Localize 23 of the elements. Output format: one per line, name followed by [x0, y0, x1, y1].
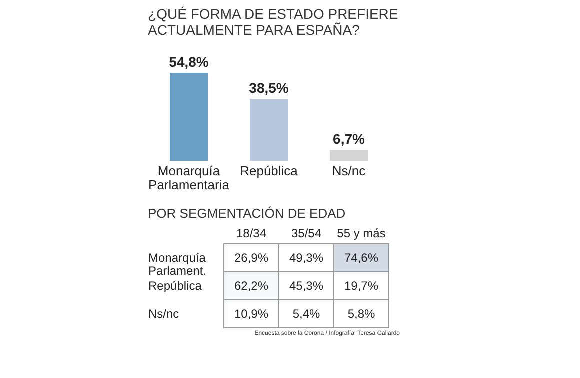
data-label: 10,9% — [234, 307, 269, 321]
data-label: 62,2% — [234, 279, 269, 293]
x-tick-label: Monarquía Parlamentaria — [148, 164, 230, 192]
x-tick-label: 55 y más — [337, 226, 386, 240]
data-label: 19,7% — [344, 279, 379, 293]
x-tick-label: República — [240, 164, 299, 178]
y-tick-label: Ns/nc — [148, 307, 180, 321]
data-label: 6,7% — [333, 131, 366, 148]
data-label: 54,8% — [169, 54, 210, 70]
x-tick-label: 18/34 — [236, 226, 267, 240]
data-label: 45,3% — [289, 279, 324, 293]
y-tick-label: Monarquía Parlament. — [148, 251, 207, 278]
x-tick-label: Ns/nc — [332, 164, 366, 178]
y-tick-label: República — [148, 279, 202, 293]
data-label: 74,6% — [344, 251, 379, 265]
chart-title: ¿QUÉ FORMA DE ESTADO PREFIERE ACTUALMENTE PARA ESPAÑA? — [148, 6, 398, 38]
data-label: 49,3% — [289, 251, 324, 265]
data-label: 5,8% — [348, 307, 376, 321]
data-label: 5,4% — [292, 307, 320, 321]
data-label: 26,9% — [234, 251, 269, 265]
data-label: 38,5% — [249, 80, 290, 96]
x-tick-label: 35/54 — [291, 226, 322, 240]
chart-title: POR SEGMENTACIÓN DE EDAD — [148, 206, 346, 221]
